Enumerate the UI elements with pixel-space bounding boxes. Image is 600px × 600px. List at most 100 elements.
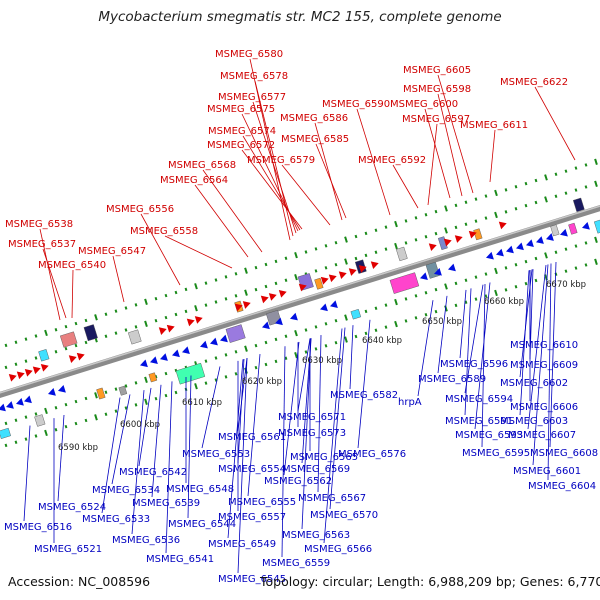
- minor-tick: [584, 241, 588, 245]
- minor-tick: [24, 437, 28, 441]
- feature-box: [59, 331, 78, 348]
- minor-tick: [384, 303, 388, 307]
- accession-label: Accession: NC_008596: [8, 574, 151, 589]
- minor-tick: [454, 225, 458, 230]
- major-tick: [294, 329, 298, 337]
- reverse-gene-label: MSMEG_6602: [500, 378, 568, 389]
- minor-tick: [134, 381, 138, 385]
- minor-tick: [124, 384, 128, 388]
- minor-tick: [14, 418, 18, 422]
- minor-tick: [174, 290, 178, 295]
- minor-tick: [264, 340, 268, 345]
- minor-tick: [124, 306, 128, 310]
- minor-tick: [474, 219, 478, 223]
- minor-tick: [584, 263, 588, 267]
- reverse-gene-label: MSMEG_6603: [500, 416, 568, 427]
- major-tick: [194, 383, 198, 390]
- forward-gene-arrow: [194, 316, 203, 324]
- reverse-gene-arrow: [16, 398, 24, 406]
- minor-tick: [434, 231, 438, 236]
- forward-gene-label: MSMEG_6590: [322, 99, 390, 110]
- minor-tick: [504, 288, 508, 292]
- forward-leader-line: [427, 123, 438, 206]
- minor-tick: [534, 256, 538, 261]
- reverse-gene-label: MSMEG_6554: [218, 464, 286, 475]
- minor-tick: [534, 200, 538, 205]
- minor-tick: [204, 381, 208, 385]
- forward-gene-label: MSMEG_6611: [460, 120, 528, 131]
- reverse-gene-label: MSMEG_6595: [462, 448, 530, 459]
- minor-tick: [364, 331, 368, 336]
- reverse-gene-arrow: [516, 242, 524, 251]
- forward-gene-arrow: [76, 352, 85, 361]
- forward-gene-label: MSMEG_6598: [403, 84, 471, 95]
- forward-leader-line: [39, 228, 61, 321]
- reverse-gene-label: MSMEG_6536: [112, 535, 180, 546]
- forward-gene-label: MSMEG_6558: [130, 226, 198, 237]
- minor-tick: [74, 321, 78, 326]
- reverse-leader-line: [283, 341, 300, 476]
- minor-tick: [324, 322, 328, 326]
- forward-gene-label: MSMEG_6600: [390, 99, 458, 110]
- minor-tick: [224, 275, 228, 279]
- reverse-gene-arrow: [330, 300, 338, 308]
- feature-box: [0, 427, 11, 439]
- minor-tick: [414, 238, 418, 242]
- minor-tick: [134, 325, 138, 329]
- reverse-leader-line: [57, 414, 65, 502]
- minor-tick: [364, 309, 368, 314]
- minor-tick: [4, 365, 8, 370]
- forward-leader-line: [314, 122, 343, 221]
- reverse-gene-label: MSMEG_6609: [510, 360, 578, 371]
- major-tick: [144, 298, 148, 305]
- reverse-gene-arrow: [24, 395, 32, 404]
- minor-tick: [514, 184, 518, 189]
- minor-tick: [234, 294, 238, 298]
- minor-tick: [84, 318, 88, 323]
- minor-tick: [254, 265, 258, 270]
- minor-tick: [324, 344, 328, 348]
- minor-tick: [224, 297, 228, 301]
- forward-gene-arrow: [278, 289, 287, 298]
- minor-tick: [84, 418, 88, 423]
- minor-tick: [474, 197, 478, 201]
- minor-tick: [164, 315, 168, 320]
- minor-tick: [574, 244, 578, 248]
- reverse-gene-arrow: [58, 384, 66, 393]
- forward-leader-line: [356, 108, 391, 216]
- minor-tick: [184, 287, 188, 292]
- minor-tick: [354, 256, 358, 261]
- forward-gene-label: MSMEG_6574: [208, 126, 276, 137]
- minor-tick: [504, 266, 508, 270]
- forward-leader-line: [241, 149, 303, 230]
- reverse-leader-line: [519, 270, 530, 416]
- forward-gene-arrow: [298, 283, 307, 292]
- minor-tick: [214, 300, 218, 304]
- minor-tick: [154, 318, 158, 323]
- minor-tick: [314, 325, 318, 329]
- minor-tick: [354, 334, 358, 339]
- minor-tick: [514, 284, 518, 289]
- reverse-gene-label: MSMEG_6589: [418, 374, 486, 385]
- minor-tick: [184, 309, 188, 314]
- minor-tick: [514, 262, 518, 267]
- major-tick: [94, 414, 98, 421]
- minor-tick: [204, 303, 208, 307]
- major-tick: [44, 329, 48, 337]
- feature-box: [395, 246, 408, 262]
- reverse-gene-arrow: [420, 272, 428, 281]
- minor-tick: [234, 372, 238, 376]
- forward-gene-arrow: [468, 230, 477, 239]
- reverse-leader-line: [464, 288, 472, 416]
- minor-tick: [24, 415, 28, 419]
- minor-tick: [274, 337, 278, 342]
- reverse-leader-line: [237, 358, 245, 464]
- minor-tick: [484, 272, 488, 276]
- forward-gene-arrow: [443, 238, 452, 247]
- reverse-gene-label: MSMEG_6569: [282, 464, 350, 475]
- minor-tick: [404, 241, 408, 245]
- reverse-leader-line: [301, 338, 312, 530]
- forward-gene-arrow: [328, 274, 337, 283]
- major-tick: [494, 267, 498, 275]
- reverse-gene-label: MSMEG_6604: [528, 481, 596, 492]
